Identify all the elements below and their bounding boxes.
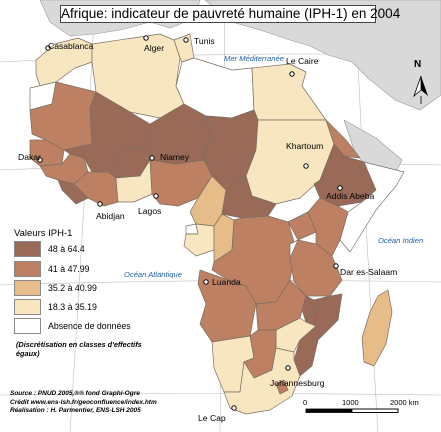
- legend-label: 35.2 à 40.99: [48, 283, 97, 293]
- country-ethiopia: [313, 143, 377, 207]
- label-lagos: Lagos: [138, 206, 162, 216]
- label-le-caire: Le Caire: [286, 56, 319, 66]
- label-tunis: Tunis: [194, 36, 215, 46]
- country-eritrea: [325, 119, 361, 159]
- legend-swatch: [14, 318, 41, 334]
- legend-swatch: [14, 280, 41, 296]
- label-atlantic: Océan Atlantique: [124, 270, 182, 279]
- country-car: [221, 175, 277, 219]
- legend-swatch: [14, 299, 41, 315]
- scale-bar: [305, 408, 399, 413]
- legend-note: (Discrétisation en classes d'effectifs é…: [16, 340, 142, 358]
- label-luanda: Luanda: [212, 277, 241, 287]
- legend-label: 18.3 à 35.19: [48, 302, 97, 312]
- city-markers: [37, 35, 343, 411]
- credit-website: Crédit www.ens-lsh.fr/geoconfluence/inde…: [10, 398, 157, 406]
- country-ivory-coast: [73, 171, 119, 207]
- country-somalia: [339, 161, 405, 253]
- africa-countries: [29, 33, 405, 415]
- map-title: Afrique: indicateur de pauvreté humaine …: [60, 5, 401, 23]
- label-addis-abeba: Addis Abeba: [326, 191, 375, 201]
- scale-tick-1000: 1000: [342, 398, 359, 407]
- label-casablanca: Casablanca: [48, 41, 94, 51]
- label-alger: Alger: [144, 43, 165, 53]
- label-dar-es-salaam: Dar es-Salaam: [340, 267, 398, 277]
- legend-label: Absence de données: [48, 321, 131, 331]
- label-abidjan: Abidjan: [96, 211, 125, 221]
- country-liberia: [57, 179, 89, 205]
- north-label: N: [414, 59, 422, 70]
- legend-label: 41 à 47.99: [48, 264, 90, 274]
- legend-label: 48 à 64.4: [48, 244, 85, 254]
- label-khartoum: Khartoum: [286, 141, 324, 151]
- legend-swatch: [14, 241, 41, 257]
- label-niamey: Niamey: [160, 152, 190, 162]
- label-mediterranean: Mer Méditerranée: [224, 54, 284, 63]
- legend-swatch: [14, 261, 41, 277]
- country-morocco: [35, 37, 93, 87]
- scale-tick-0: 0: [303, 398, 308, 407]
- country-kenya: [307, 197, 349, 257]
- label-johannesburg: Johannesburg: [270, 378, 325, 388]
- north-arrow: [413, 75, 428, 104]
- legend-title: Valeurs IPH-1: [14, 228, 73, 239]
- credits: Source : PNUD 2005,®® fond Graphi-Ogre C…: [10, 390, 230, 416]
- country-madagascar: [361, 289, 393, 367]
- credit-source: Source : PNUD 2005,®® fond Graphi-Ogre: [10, 390, 140, 397]
- credit-realisation: Réalisation : H. Parmentier, ENS-LSH 200…: [10, 407, 141, 414]
- country-lesotho: [275, 379, 289, 395]
- label-indian: Océan Indien: [378, 236, 424, 245]
- scale-tick-2000: 2000 km: [390, 398, 419, 407]
- label-le-cap: Le Cap: [198, 413, 226, 423]
- label-dakar: Dakar: [18, 152, 41, 162]
